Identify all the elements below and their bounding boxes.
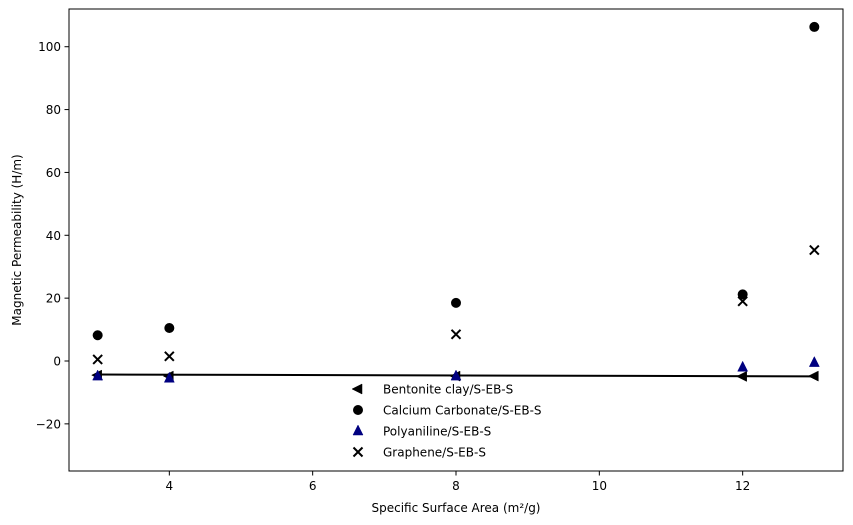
y-tick-label: 80 [46, 103, 61, 117]
data-point-series-1-5 [807, 370, 819, 382]
legend-marker-2 [353, 405, 363, 415]
y-tick-label: 20 [46, 292, 61, 306]
data-point-series-2-5 [809, 21, 820, 32]
y-tick-label: 0 [53, 355, 61, 369]
data-point-series-4-2 [164, 351, 175, 362]
data-point-series-2-3 [451, 297, 461, 308]
x-tick-label: 10 [592, 479, 607, 493]
y-tick-label: 100 [38, 40, 61, 54]
x-axis-label: Specific Surface Area (m²/g) [371, 501, 540, 515]
legend: Bentonite clay/S-EB-S Calcium Carbonate/S… [351, 383, 542, 460]
plot-frame [68, 8, 844, 472]
x-tick-label: 8 [452, 479, 460, 493]
data-point-series-4-4 [737, 296, 748, 307]
legend-marker-3 [352, 424, 364, 436]
legend-label-4: Graphene/S-EB-S [383, 446, 486, 460]
data-point-series-4-1 [92, 354, 103, 365]
legend-label-3: Polyaniline/S-EB-S [383, 425, 491, 439]
x-tick-label: 12 [735, 479, 750, 493]
data-point-series-1-4 [736, 370, 747, 382]
legend-label-2: Calcium Carbonate/S-EB-S [383, 404, 542, 418]
y-tick-label: 60 [46, 166, 61, 180]
legend-marker-1 [351, 383, 363, 395]
y-tick-label: 40 [46, 229, 61, 243]
y-tick-label: −20 [36, 417, 61, 431]
data-point-series-3-2 [163, 371, 175, 383]
axes: 4 6 8 10 12 −20 0 20 40 60 80 100 Specific Surface A… [10, 8, 844, 515]
data-point-series-3-1 [92, 369, 104, 381]
data-point-series-3-3 [450, 369, 462, 381]
x-tick-label: 4 [166, 479, 174, 493]
legend-label-1: Bentonite clay/S-EB-S [383, 383, 513, 397]
data-point-series-2-4 [737, 289, 748, 300]
data-point-series-4-5 [809, 244, 820, 256]
data-point-series-3-4 [737, 360, 749, 372]
data-point-series-4-3 [450, 329, 462, 340]
y-axis-label: Magnetic Permeability (H/m) [10, 154, 24, 325]
data-point-series-2-1 [92, 330, 103, 341]
plot-area [91, 21, 820, 383]
x-tick-label: 6 [309, 479, 317, 493]
data-point-series-2-2 [164, 323, 175, 333]
data-point-series-3-5 [808, 356, 820, 367]
legend-marker-4 [352, 446, 364, 458]
